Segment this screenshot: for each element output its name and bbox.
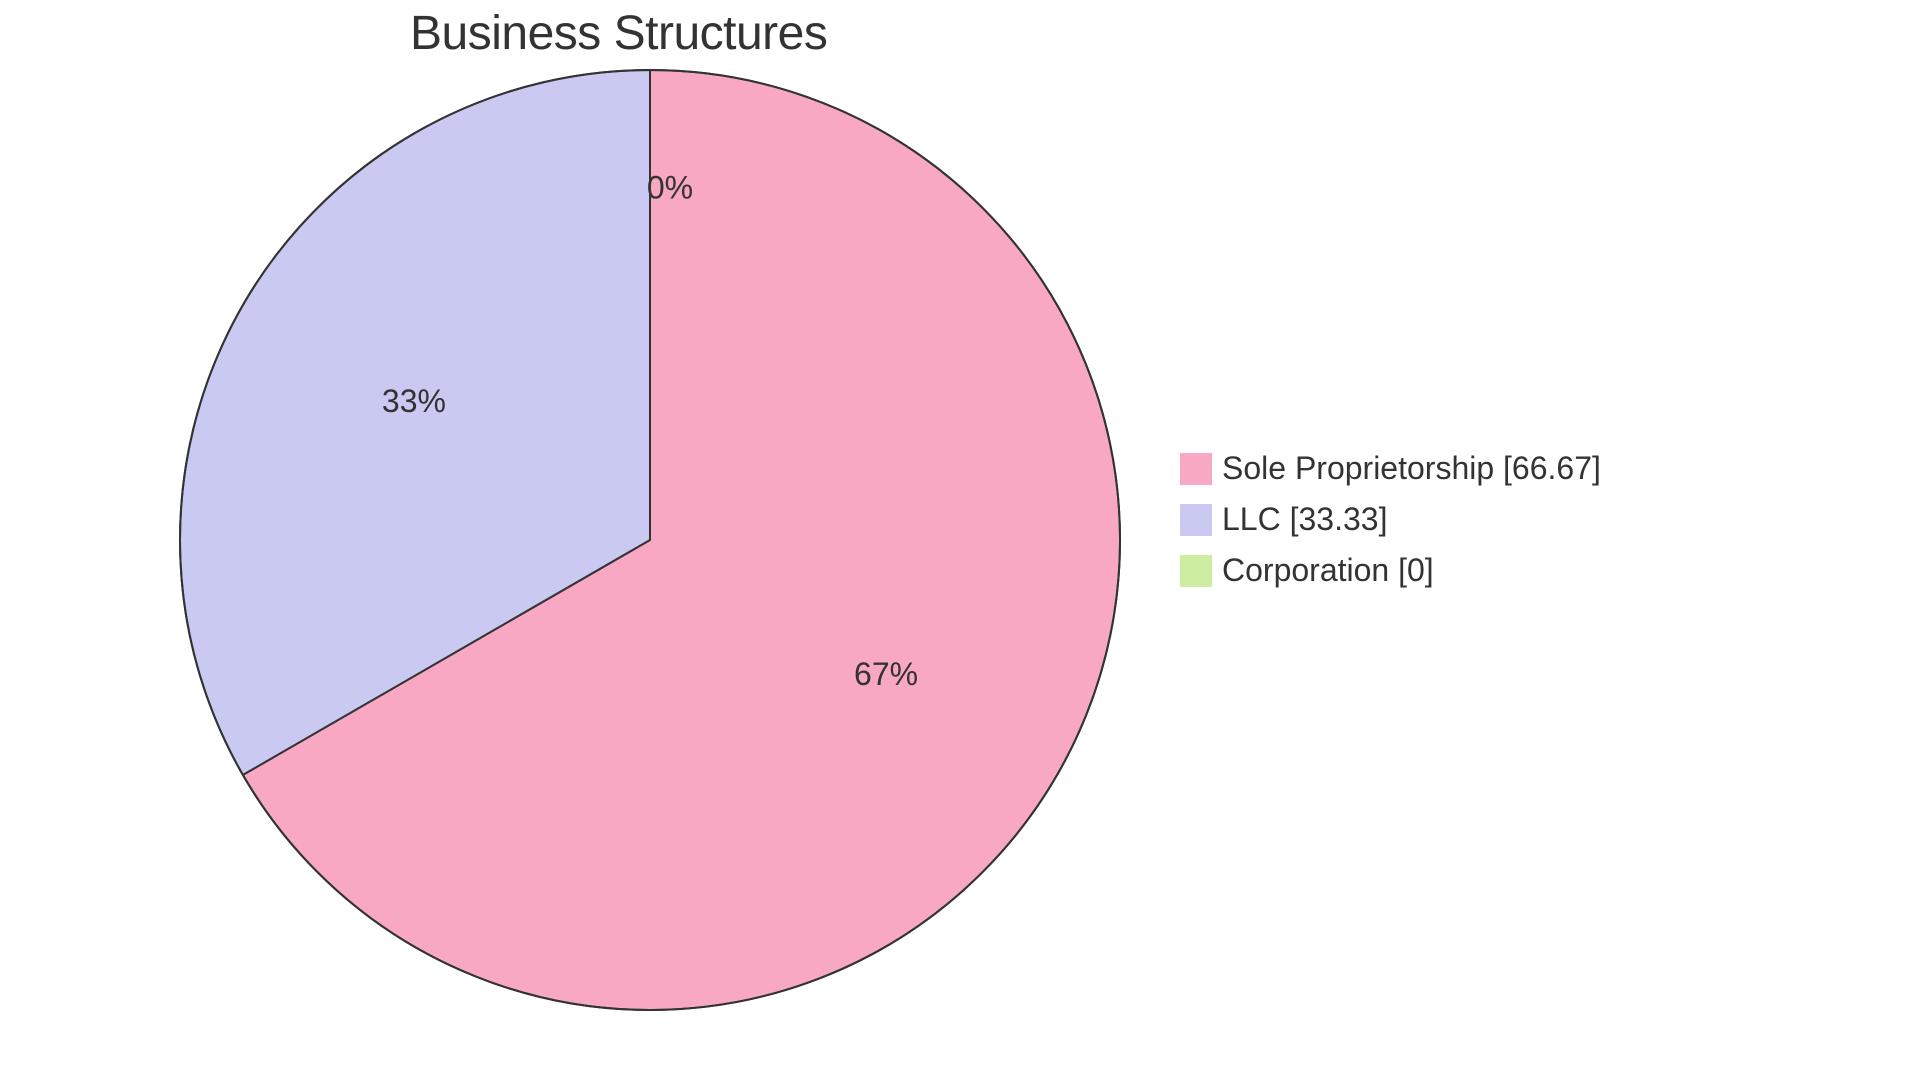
- legend-swatch-0: [1180, 453, 1212, 485]
- legend-label-1: LLC [33.33]: [1222, 501, 1387, 538]
- slice-label-0: 67%: [854, 656, 918, 692]
- legend-item-1: LLC [33.33]: [1180, 501, 1601, 538]
- legend-swatch-2: [1180, 555, 1212, 587]
- legend-swatch-1: [1180, 504, 1212, 536]
- legend-item-2: Corporation [0]: [1180, 552, 1601, 589]
- legend-item-0: Sole Proprietorship [66.67]: [1180, 450, 1601, 487]
- legend-label-0: Sole Proprietorship [66.67]: [1222, 450, 1601, 487]
- pie-chart: 67% 33% 0%: [0, 0, 1920, 1080]
- slice-label-1: 33%: [382, 383, 446, 419]
- chart-stage: Business Structures 67%33%0% Sole Propri…: [0, 0, 1920, 1080]
- legend: Sole Proprietorship [66.67] LLC [33.33] Co…: [1180, 450, 1601, 589]
- legend-label-2: Corporation [0]: [1222, 552, 1434, 589]
- slice-label-2: 0%: [647, 169, 693, 205]
